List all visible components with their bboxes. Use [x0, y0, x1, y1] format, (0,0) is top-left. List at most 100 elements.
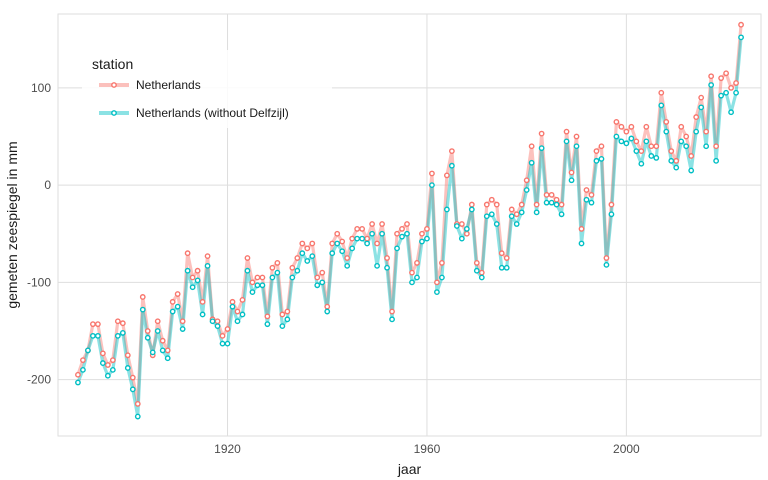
data-point: [718, 75, 725, 82]
data-point: [424, 225, 430, 232]
legend-key-point-netherlands: [111, 82, 117, 88]
data-point: [623, 140, 630, 147]
data-point: [249, 289, 256, 295]
data-point: [194, 267, 201, 274]
data-point: [613, 133, 620, 140]
data-point: [483, 213, 490, 220]
data-point: [354, 235, 361, 242]
data-point: [648, 143, 655, 150]
data-point: [244, 267, 251, 274]
data-point: [204, 262, 211, 269]
data-point: [379, 221, 385, 227]
data-point: [508, 213, 515, 220]
data-point: [90, 332, 96, 339]
data-point: [673, 164, 680, 171]
data-point: [199, 298, 206, 305]
data-point: [429, 182, 435, 189]
data-point: [184, 250, 191, 257]
data-point: [733, 89, 739, 96]
data-point: [678, 138, 685, 145]
data-point: [144, 328, 151, 334]
data-point: [404, 230, 410, 237]
data-point: [154, 318, 161, 325]
data-point: [374, 240, 380, 247]
data-point: [473, 267, 480, 274]
data-point: [299, 240, 306, 247]
legend: station Netherlands Netherlands (without…: [82, 50, 332, 128]
data-point: [548, 199, 555, 206]
data-point: [563, 128, 570, 135]
legend-entry-netherlands-without-delfzijl: Netherlands (without Delfzijl): [99, 106, 289, 120]
data-point: [214, 318, 221, 325]
data-point: [314, 282, 321, 289]
data-point: [139, 306, 146, 313]
data-point: [314, 274, 321, 281]
y-tick-label: -100: [27, 275, 51, 289]
y-tick-label: 100: [31, 81, 51, 95]
data-point: [384, 255, 390, 261]
data-point: [728, 85, 734, 91]
data-point: [394, 230, 400, 237]
data-point: [344, 255, 351, 261]
data-point: [463, 225, 470, 232]
data-point: [698, 94, 705, 101]
data-point: [548, 191, 555, 198]
data-point: [593, 157, 600, 164]
data-point: [703, 143, 710, 150]
data-point: [498, 250, 505, 257]
data-point: [478, 274, 485, 281]
data-point: [563, 138, 570, 145]
data-point: [164, 355, 171, 362]
data-point: [443, 172, 450, 179]
data-point: [628, 135, 635, 142]
data-point: [259, 282, 266, 289]
data-point: [364, 235, 371, 242]
data-point: [558, 211, 565, 218]
data-point: [668, 148, 675, 155]
data-point: [299, 250, 306, 257]
data-point: [713, 157, 720, 164]
data-point: [324, 308, 331, 315]
data-point: [80, 366, 86, 373]
data-point: [618, 138, 625, 145]
data-point: [553, 196, 560, 203]
data-point: [434, 289, 440, 295]
data-point: [598, 155, 605, 162]
data-point: [134, 401, 141, 407]
data-point: [264, 313, 271, 320]
data-point: [633, 148, 640, 155]
data-point: [728, 109, 734, 116]
data-point: [85, 347, 91, 354]
data-point: [508, 206, 515, 213]
data-point: [613, 119, 620, 125]
data-point: [693, 114, 700, 120]
data-point: [94, 332, 101, 339]
data-point: [304, 245, 311, 252]
data-point: [493, 221, 500, 227]
data-point: [578, 225, 585, 232]
data-point: [543, 191, 550, 198]
data-point: [588, 199, 595, 206]
data-point: [558, 201, 565, 208]
data-point: [723, 70, 729, 77]
data-point: [568, 177, 575, 184]
data-point: [673, 157, 680, 164]
data-point: [269, 274, 276, 281]
data-point: [688, 167, 695, 174]
data-point: [154, 328, 161, 334]
data-point: [189, 284, 196, 291]
data-point: [289, 274, 296, 281]
data-point: [194, 277, 201, 284]
data-point: [329, 240, 336, 247]
data-point: [723, 89, 729, 96]
data-point: [119, 320, 126, 327]
data-point: [528, 159, 535, 166]
data-point: [503, 255, 510, 261]
x-tick-label: 1960: [414, 442, 441, 456]
data-point: [568, 169, 575, 176]
data-point: [419, 238, 425, 245]
data-point: [588, 191, 595, 198]
data-point: [663, 128, 670, 135]
data-point: [189, 274, 196, 281]
